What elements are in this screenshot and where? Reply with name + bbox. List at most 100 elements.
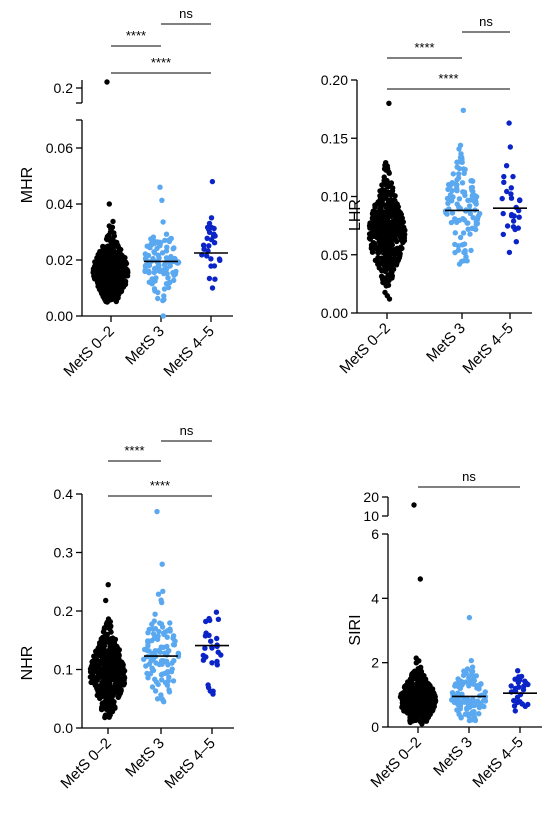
- data-point: [155, 681, 161, 688]
- y-tick-label: 20: [363, 489, 379, 505]
- data-point: [366, 235, 373, 241]
- data-point: [469, 192, 475, 199]
- data-point: [466, 203, 473, 209]
- data-point: [164, 628, 171, 634]
- data-point: [156, 241, 163, 248]
- data-point: [512, 708, 518, 714]
- data-point: [208, 215, 215, 221]
- significance-label: ns: [180, 423, 194, 438]
- data-point: [215, 649, 221, 655]
- data-point: [146, 270, 152, 276]
- significance-label: ****: [151, 55, 171, 70]
- significance-label: ****: [150, 478, 170, 493]
- data-point: [473, 221, 479, 228]
- data-point: [155, 591, 162, 597]
- data-point: [106, 223, 113, 229]
- data-point: [110, 218, 116, 225]
- data-point: [382, 259, 388, 265]
- data-point: [506, 120, 512, 126]
- data-point: [421, 716, 427, 722]
- y-tick-label: 0.02: [46, 252, 73, 268]
- data-point: [162, 237, 168, 244]
- data-point: [382, 187, 388, 193]
- data-point: [456, 165, 463, 172]
- series-1: [141, 508, 182, 705]
- data-point: [475, 213, 482, 219]
- data-point: [105, 648, 111, 654]
- data-point: [380, 279, 386, 286]
- data-point: [209, 285, 216, 291]
- data-point: [455, 702, 462, 708]
- data-point: [508, 683, 514, 689]
- data-point: [171, 277, 177, 283]
- y-tick-label: 6: [371, 526, 379, 542]
- data-point: [207, 617, 213, 624]
- data-point: [409, 673, 415, 679]
- data-point: [157, 649, 163, 655]
- data-point: [425, 685, 431, 692]
- data-point: [146, 648, 152, 654]
- data-point: [468, 657, 474, 664]
- data-point: [167, 620, 173, 626]
- data-point: [392, 206, 399, 213]
- data-point: [423, 700, 429, 706]
- y-axis-title: MHR: [19, 167, 36, 203]
- data-point: [369, 211, 376, 217]
- data-point: [389, 190, 395, 197]
- x-tick-label: MetS 0–2: [60, 323, 117, 380]
- series-1: [442, 107, 483, 267]
- data-point: [205, 684, 212, 691]
- data-point: [465, 226, 471, 232]
- data-point: [468, 699, 474, 705]
- data-point: [95, 661, 102, 667]
- outlier-point: [104, 79, 110, 85]
- data-point: [504, 223, 511, 229]
- data-point: [108, 676, 114, 682]
- data-point: [455, 247, 462, 253]
- data-point: [123, 273, 130, 279]
- data-point: [463, 679, 469, 685]
- data-point: [456, 171, 462, 177]
- data-point: [203, 630, 209, 636]
- y-tick-label: 4: [371, 590, 379, 606]
- data-point: [166, 687, 172, 693]
- data-point: [160, 297, 166, 304]
- data-point: [411, 685, 417, 691]
- data-point: [510, 218, 517, 224]
- data-point: [92, 274, 98, 280]
- data-point: [462, 192, 468, 198]
- series-2: [508, 668, 531, 714]
- data-point: [150, 667, 156, 673]
- data-point: [456, 196, 463, 202]
- data-point: [145, 640, 151, 646]
- data-point: [211, 263, 218, 269]
- data-point: [516, 684, 522, 690]
- data-point: [158, 672, 165, 678]
- data-point: [111, 230, 117, 236]
- series-2: [499, 120, 523, 256]
- data-point: [416, 675, 422, 682]
- x-tick-label: MetS 3: [122, 323, 168, 369]
- significance-label: ****: [124, 443, 144, 458]
- data-point: [107, 619, 114, 625]
- x-tick-label: MetS 3: [122, 735, 168, 781]
- data-point: [210, 688, 216, 694]
- data-point: [214, 643, 220, 650]
- data-point: [520, 687, 527, 693]
- data-point: [396, 255, 402, 261]
- y-axis-title: SIRI: [347, 614, 364, 645]
- outlier-point: [411, 502, 417, 508]
- data-point: [404, 691, 410, 697]
- data-point: [150, 255, 156, 262]
- data-point: [369, 243, 375, 249]
- data-point: [431, 692, 438, 698]
- x-tick-label: MetS 4–5: [459, 320, 516, 377]
- data-point: [89, 678, 96, 684]
- data-point: [382, 252, 389, 258]
- data-point: [97, 695, 103, 702]
- data-point: [103, 293, 110, 299]
- significance-label: ns: [462, 469, 476, 484]
- data-point: [159, 250, 166, 256]
- data-point: [106, 201, 113, 207]
